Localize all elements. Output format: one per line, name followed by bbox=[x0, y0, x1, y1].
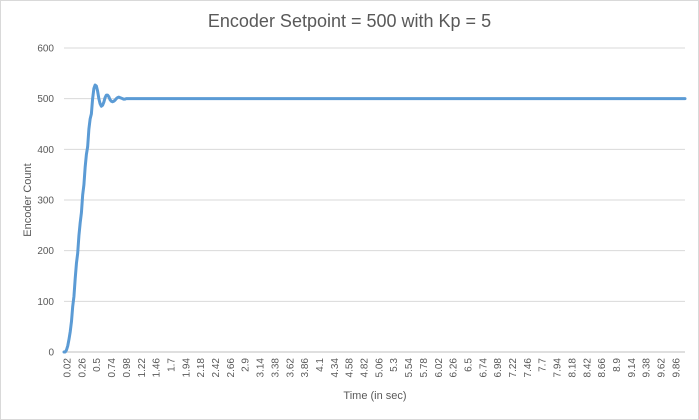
series-line-0 bbox=[62, 83, 687, 354]
x-tick-label: 3.86 bbox=[300, 358, 311, 378]
x-tick-label: 6.26 bbox=[449, 358, 460, 378]
x-tick-label: 2.42 bbox=[211, 358, 222, 378]
x-tick-label: 2.66 bbox=[226, 358, 237, 378]
x-tick-label: 5.54 bbox=[404, 358, 415, 378]
x-tick-label: 6.5 bbox=[463, 358, 474, 372]
x-tick-label: 9.86 bbox=[671, 358, 682, 378]
x-tick-label: 8.9 bbox=[612, 358, 623, 372]
x-tick-label: 0.98 bbox=[122, 358, 133, 378]
x-tick-label: 3.14 bbox=[256, 358, 267, 378]
y-tick-label: 0 bbox=[48, 348, 54, 359]
x-tick-label: 7.46 bbox=[523, 358, 534, 378]
x-tick-label: 7.94 bbox=[553, 358, 564, 378]
chart-title: Encoder Setpoint = 500 with Kp = 5 bbox=[207, 11, 492, 31]
x-tick-label: 9.62 bbox=[657, 358, 668, 378]
x-tick-label: 5.78 bbox=[419, 358, 430, 378]
x-tick-label: 8.42 bbox=[582, 358, 593, 378]
series-group bbox=[62, 83, 687, 354]
x-tick-label: 4.82 bbox=[360, 358, 371, 378]
x-tick-label: 1.46 bbox=[152, 358, 163, 378]
x-tick-label: 8.18 bbox=[567, 358, 578, 378]
y-tick-label: 100 bbox=[37, 297, 54, 308]
gridlines bbox=[64, 47, 685, 353]
x-tick-label: 4.34 bbox=[330, 358, 341, 378]
y-tick-labels: 0 100 200 300 400 500 600 bbox=[37, 44, 54, 359]
x-tick-label: 1.22 bbox=[137, 358, 148, 378]
y-tick-label: 200 bbox=[37, 246, 54, 257]
x-tick-label: 4.58 bbox=[345, 358, 356, 378]
y-tick-label: 400 bbox=[37, 145, 54, 156]
x-tick-label: 5.3 bbox=[389, 358, 400, 372]
x-tick-label: 0.26 bbox=[77, 358, 88, 378]
x-tick-label: 6.02 bbox=[434, 358, 445, 378]
y-tick-label: 600 bbox=[37, 44, 54, 55]
x-tick-label: 5.06 bbox=[374, 358, 385, 378]
x-tick-label: 3.38 bbox=[270, 358, 281, 378]
x-tick-label: 7.7 bbox=[538, 358, 549, 372]
y-axis-title: Encoder Count bbox=[22, 163, 34, 236]
x-tick-label: 0.74 bbox=[107, 358, 118, 378]
x-tick-label: 2.9 bbox=[241, 358, 252, 372]
x-tick-label: 9.14 bbox=[627, 358, 638, 378]
x-tick-label: 9.38 bbox=[642, 358, 653, 378]
x-tick-label: 3.62 bbox=[285, 358, 296, 378]
x-tick-label: 2.18 bbox=[196, 358, 207, 378]
x-tick-label: 7.22 bbox=[508, 358, 519, 378]
x-tick-labels: 0.02 0.26 0.5 0.74 0.98 1.22 1.46 1.7 1.94 2.18 2.… bbox=[63, 358, 683, 378]
x-tick-label: 0.5 bbox=[92, 358, 103, 372]
x-tick-label: 4.1 bbox=[315, 358, 326, 372]
y-tick-label: 300 bbox=[37, 196, 54, 207]
x-tick-label: 8.66 bbox=[597, 358, 608, 378]
x-tick-label: 1.7 bbox=[166, 358, 177, 372]
x-tick-label: 6.74 bbox=[478, 358, 489, 378]
y-tick-label: 500 bbox=[37, 94, 54, 105]
x-tick-label: 0.02 bbox=[63, 358, 74, 378]
x-tick-label: 1.94 bbox=[181, 358, 192, 378]
x-axis-title: Time (in sec) bbox=[343, 390, 406, 402]
x-tick-label: 6.98 bbox=[493, 358, 504, 378]
